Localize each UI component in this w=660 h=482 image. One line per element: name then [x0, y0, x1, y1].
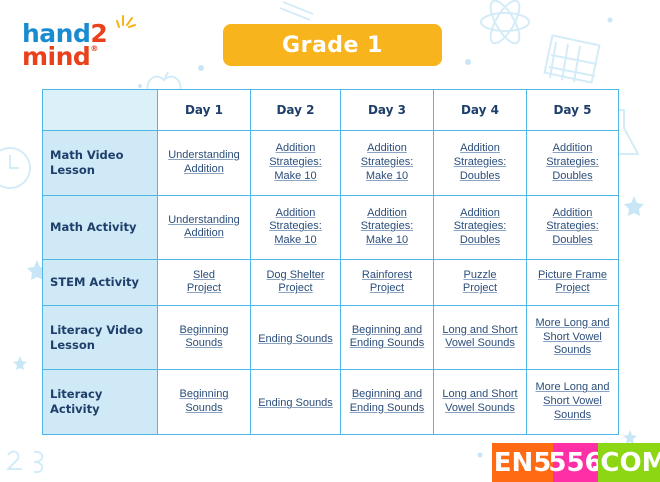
table-row: Literacy Activity Beginning Sounds Endin… — [42, 369, 619, 435]
table-cell: Addition Strategies: Doubles — [526, 130, 619, 196]
day-header-row: Day 1 Day 2 Day 3 Day 4 Day 5 — [42, 89, 619, 131]
lesson-link[interactable]: Picture Frame Project — [537, 268, 608, 295]
day-header-4: Day 4 — [433, 89, 527, 131]
lesson-link[interactable]: More Long and Short Vowel Sounds — [535, 316, 610, 357]
table-cell: Addition Strategies: Make 10 — [250, 130, 341, 196]
table-cell: Ending Sounds — [250, 369, 341, 435]
lesson-link[interactable]: More Long and Short Vowel Sounds — [535, 381, 610, 421]
lesson-link[interactable]: Addition Strategies: Make 10 — [269, 206, 322, 247]
table-cell: Understanding Addition — [157, 130, 251, 196]
day-header-2: Day 2 — [250, 89, 341, 131]
logo-registered-mark: ® — [90, 44, 98, 53]
lesson-link[interactable]: Long and Short Vowel Sounds — [442, 388, 518, 415]
table-row: Math Video Lesson Understanding Addition… — [42, 130, 619, 196]
lesson-link[interactable]: Ending Sounds — [258, 397, 333, 410]
corner-cell — [42, 89, 158, 131]
table-cell: Ending Sounds — [250, 304, 341, 371]
table-cell: Addition Strategies: Doubles — [526, 194, 619, 261]
lesson-link[interactable]: Beginning Sounds — [179, 323, 229, 350]
row-label-math-video-lesson: Math Video Lesson — [42, 130, 158, 196]
lesson-link[interactable]: Sled Project — [186, 268, 222, 295]
lesson-link[interactable]: Addition Strategies: Make 10 — [360, 142, 414, 182]
table-cell: Addition Strategies: Doubles — [433, 130, 527, 196]
lesson-link[interactable]: Beginning and Ending Sounds — [349, 323, 425, 350]
lesson-link[interactable]: Addition Strategies: Doubles — [546, 206, 599, 247]
lesson-link[interactable]: Rainforest Project — [361, 268, 413, 295]
row-label-literacy-video-lesson: Literacy Video Lesson — [42, 304, 158, 371]
table-cell: Beginning and Ending Sounds — [340, 369, 434, 435]
watermark-part-b: 556 — [548, 443, 603, 482]
lesson-link[interactable]: Addition Strategies: Doubles — [453, 206, 507, 247]
table-cell: Understanding Addition — [157, 194, 251, 261]
row-label-stem-activity: STEM Activity — [42, 259, 158, 306]
table-cell: Addition Strategies: Doubles — [433, 194, 527, 261]
lesson-link[interactable]: Understanding Addition — [168, 213, 240, 240]
table-cell: Picture Frame Project — [526, 259, 619, 306]
lesson-link[interactable]: Understanding Addition — [168, 148, 240, 175]
table-cell: Beginning Sounds — [157, 369, 251, 435]
site-watermark: EN5 556 .COM — [492, 443, 660, 482]
table-row: Literacy Video Lesson Beginning Sounds E… — [42, 304, 619, 371]
lesson-link[interactable]: Addition Strategies: Doubles — [546, 142, 599, 182]
day-header-5: Day 5 — [526, 89, 619, 131]
table-cell: Long and Short Vowel Sounds — [433, 369, 527, 435]
watermark-part-a: EN5 — [492, 443, 553, 482]
table-cell: Addition Strategies: Make 10 — [340, 194, 434, 261]
hand2mind-logo[interactable]: hand2 mind® — [22, 15, 136, 71]
table-cell: Long and Short Vowel Sounds — [433, 304, 527, 371]
table-cell: More Long and Short Vowel Sounds — [526, 304, 619, 371]
row-label-math-activity: Math Activity — [42, 194, 158, 261]
lesson-link[interactable]: Addition Strategies: Make 10 — [269, 142, 322, 182]
table-cell: More Long and Short Vowel Sounds — [526, 369, 619, 435]
logo-two-text: 2 — [90, 19, 108, 48]
lesson-link[interactable]: Puzzle Project — [462, 268, 498, 295]
table-row: Math Activity Understanding Addition Add… — [42, 194, 619, 261]
table-cell: Rainforest Project — [340, 259, 434, 306]
lesson-schedule-table: Day 1 Day 2 Day 3 Day 4 Day 5 Math Video… — [42, 89, 619, 435]
lesson-link[interactable]: Beginning and Ending Sounds — [349, 388, 425, 415]
table-cell: Puzzle Project — [433, 259, 527, 306]
lesson-link[interactable]: Long and Short Vowel Sounds — [442, 323, 518, 350]
logo-burst-icon — [116, 15, 136, 28]
lesson-link[interactable]: Ending Sounds — [258, 332, 333, 345]
day-header-3: Day 3 — [340, 89, 434, 131]
watermark-part-c: .COM — [591, 443, 660, 482]
table-row: STEM Activity Sled Project Dog Shelter P… — [42, 259, 619, 306]
lesson-link[interactable]: Beginning Sounds — [179, 388, 229, 415]
lesson-link[interactable]: Addition Strategies: Make 10 — [360, 206, 414, 247]
table-cell: Addition Strategies: Make 10 — [250, 194, 341, 261]
logo-hand-text: hand — [22, 19, 91, 48]
lesson-link[interactable]: Dog Shelter Project — [266, 268, 325, 295]
row-label-literacy-activity: Literacy Activity — [42, 369, 158, 435]
lesson-link[interactable]: Addition Strategies: Doubles — [453, 142, 507, 182]
table-cell: Beginning and Ending Sounds — [340, 304, 434, 371]
table-cell: Sled Project — [157, 259, 251, 306]
day-header-1: Day 1 — [157, 89, 251, 131]
logo-mind-text: mind — [22, 42, 91, 71]
table-cell: Beginning Sounds — [157, 304, 251, 371]
table-cell: Dog Shelter Project — [250, 259, 341, 306]
grade-title: Grade 1 — [282, 32, 383, 58]
grade-title-banner: Grade 1 — [223, 24, 442, 66]
table-cell: Addition Strategies: Make 10 — [340, 130, 434, 196]
